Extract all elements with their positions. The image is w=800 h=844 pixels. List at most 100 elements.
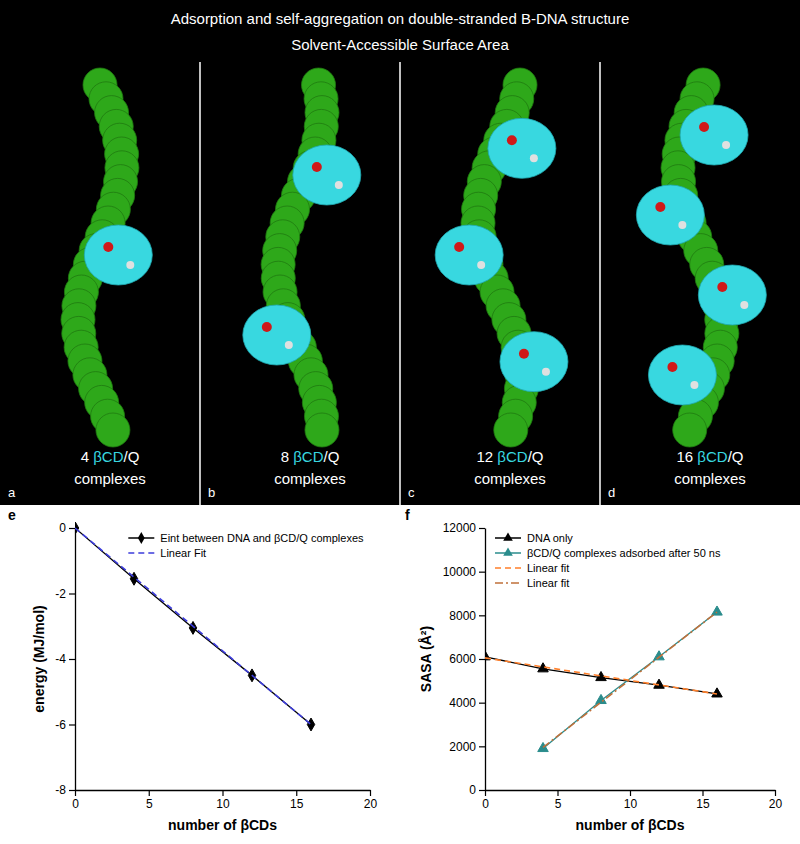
- tick: 12000: [443, 521, 485, 535]
- oxygen-spot: [722, 141, 730, 149]
- tick-mark: [479, 703, 485, 704]
- panel-letter: e: [8, 507, 16, 523]
- marker: [596, 694, 607, 703]
- panel-letter: d: [608, 485, 615, 500]
- y-axis-title: energy (MJ/mol): [31, 605, 47, 712]
- legend-marker: [503, 532, 513, 540]
- tick-mark: [485, 790, 486, 796]
- legend-label: Linear Fit: [160, 547, 206, 559]
- marker: [189, 621, 196, 634]
- tick-mark: [479, 746, 485, 747]
- legend-entry: Linear fit: [495, 577, 569, 589]
- oxygen-spot: [699, 122, 709, 132]
- tick: 15: [290, 790, 304, 811]
- oxygen-spot: [454, 242, 464, 252]
- tick-label: 0: [482, 797, 489, 811]
- legend-label: Linear fit: [527, 562, 569, 574]
- oxygen-spot: [312, 162, 322, 172]
- oxygen-spot: [530, 154, 538, 162]
- tick-label: 10: [216, 797, 230, 811]
- oxygen-spot: [678, 221, 686, 229]
- cyclodextrin-surface: [435, 225, 503, 285]
- tick: 8000: [449, 609, 485, 623]
- tick-mark: [69, 724, 75, 725]
- series-line: [543, 612, 717, 748]
- tick-label: 5: [555, 797, 562, 811]
- tick-mark: [69, 790, 75, 791]
- series-line: [75, 528, 311, 725]
- tick-label: 15: [696, 797, 710, 811]
- oxygen-spot: [655, 202, 665, 212]
- y-axis: 020004000600080001000012000: [443, 521, 486, 797]
- tick-mark: [149, 790, 150, 796]
- cyclodextrin-surface: [680, 105, 748, 165]
- legend: Eint between DNA and βCD/Q complexesLine…: [128, 532, 364, 559]
- top-background: [0, 0, 800, 505]
- panel-letter: c: [408, 485, 415, 500]
- tick-label: -8: [55, 783, 66, 797]
- tick: 0: [469, 783, 485, 797]
- oxygen-spot: [519, 349, 529, 359]
- legend-entry: βCD/Q complexes adsorbed after 50 ns: [495, 547, 721, 559]
- y-axis-title: SASA (Å²): [418, 626, 434, 692]
- x-axis-title: number of βCDs: [168, 817, 277, 833]
- tick-mark: [479, 615, 485, 616]
- tick-mark: [296, 790, 297, 796]
- y-axis: -8 -6 -4 -2 0: [55, 521, 75, 797]
- panel-label: 16 βCD/Q: [677, 448, 744, 465]
- legend: DNA only βCD/Q complexes adsorbed after 5…: [495, 532, 721, 589]
- panel-letter: f: [405, 507, 410, 523]
- tick-label: 5: [146, 797, 153, 811]
- tick-mark: [557, 790, 558, 796]
- oxygen-spot: [262, 322, 272, 332]
- tick-mark: [75, 790, 76, 796]
- tick: -6: [55, 718, 75, 732]
- tick: 4000: [449, 696, 485, 710]
- oxygen-spot: [335, 181, 343, 189]
- legend-label: DNA only: [527, 532, 573, 544]
- tick: 0: [482, 790, 489, 811]
- tick-mark: [479, 528, 485, 529]
- molecule-panel: [435, 68, 568, 447]
- tick-label: 20: [364, 797, 378, 811]
- legend-marker: [503, 547, 513, 555]
- tick-mark: [630, 790, 631, 796]
- oxygen-spot: [103, 242, 113, 252]
- x-axis-title: number of βCDs: [576, 817, 685, 833]
- cyclodextrin-surface: [488, 118, 556, 178]
- series-line: [75, 528, 311, 725]
- tick: -2: [55, 587, 75, 601]
- panel-label: 4 βCD/Q: [81, 448, 140, 465]
- panel-label: complexes: [274, 470, 346, 487]
- marker: [307, 718, 314, 731]
- figure-subtitle: Solvent-Accessible Surface Area: [291, 36, 509, 53]
- cyclodextrin-surface: [636, 185, 704, 245]
- tick-mark: [479, 659, 485, 660]
- oxygen-spot: [285, 341, 293, 349]
- tick: 20: [364, 790, 378, 811]
- tick-mark: [479, 572, 485, 573]
- tick: 0: [59, 521, 75, 535]
- dna-surface: [673, 413, 707, 447]
- tick-label: 4000: [449, 696, 476, 710]
- cyclodextrin-surface: [243, 305, 311, 365]
- cyclodextrin-surface: [84, 225, 152, 285]
- tick: 15: [696, 790, 710, 811]
- tick-label: 20: [769, 797, 783, 811]
- tick-label: -6: [55, 718, 66, 732]
- tick-mark: [222, 790, 223, 796]
- legend-entry: DNA only: [495, 532, 573, 544]
- tick-label: 8000: [449, 609, 476, 623]
- tick-label: 6000: [449, 652, 476, 666]
- series-line: [543, 612, 717, 747]
- tick-label: 0: [469, 783, 476, 797]
- series-line: [485, 657, 717, 694]
- tick-label: 12000: [443, 521, 477, 535]
- tick-label: 10: [624, 797, 638, 811]
- tick-mark: [370, 790, 371, 796]
- axis-line: [75, 529, 76, 791]
- molecule-panel: [243, 68, 361, 447]
- tick: -4: [55, 652, 75, 666]
- cyclodextrin-surface: [293, 145, 361, 205]
- cyclodextrin-surface: [500, 332, 568, 392]
